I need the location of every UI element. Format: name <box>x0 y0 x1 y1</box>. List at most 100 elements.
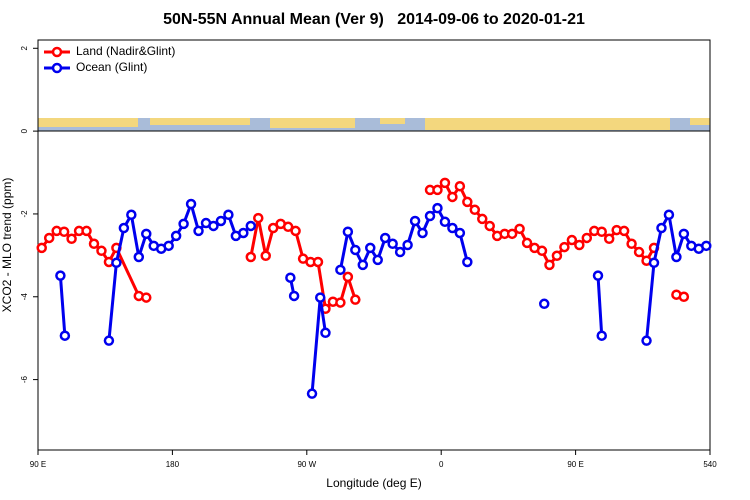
point <box>447 191 458 203</box>
point <box>215 215 227 227</box>
point <box>641 335 652 346</box>
point <box>208 220 219 232</box>
point <box>126 209 137 221</box>
point <box>288 290 300 302</box>
y-tick-label: 0 <box>20 128 29 133</box>
land-strip <box>150 118 250 125</box>
point <box>350 294 361 305</box>
map-strip <box>38 118 710 132</box>
point <box>290 225 301 237</box>
point <box>409 215 421 227</box>
point <box>141 292 152 303</box>
point <box>133 251 145 263</box>
point <box>342 226 354 237</box>
point <box>506 228 518 240</box>
point <box>663 209 675 221</box>
land-strip <box>38 118 138 127</box>
point <box>111 257 122 269</box>
point <box>402 239 413 251</box>
point <box>36 242 47 254</box>
point <box>536 245 548 257</box>
x-tick-label: 90 W <box>297 460 316 469</box>
point <box>282 221 294 233</box>
x-tick-label: 540 <box>703 460 717 469</box>
point <box>544 259 555 271</box>
point <box>260 250 271 262</box>
point <box>477 213 488 225</box>
y-tick-label: -2 <box>20 210 29 218</box>
point <box>81 225 92 237</box>
point <box>118 222 130 234</box>
point <box>596 330 607 341</box>
point <box>648 257 660 269</box>
point <box>424 210 436 222</box>
point <box>551 250 563 262</box>
point <box>447 222 458 234</box>
point <box>462 196 473 208</box>
point <box>245 251 257 263</box>
point <box>603 233 615 245</box>
land-strip <box>270 118 355 128</box>
y-tick-label: 2 <box>20 46 29 51</box>
legend-label: Ocean (Glint) <box>76 60 147 74</box>
point <box>394 246 406 258</box>
point <box>387 238 398 250</box>
point <box>439 216 451 228</box>
point <box>350 244 361 256</box>
point <box>618 225 630 237</box>
point <box>678 228 690 240</box>
land-strip <box>425 118 670 130</box>
point <box>185 198 197 210</box>
point <box>253 212 264 224</box>
point <box>633 246 645 258</box>
point <box>357 259 369 271</box>
point <box>372 254 383 266</box>
point <box>170 230 182 242</box>
point <box>193 225 204 237</box>
point <box>320 327 331 339</box>
point <box>469 204 481 216</box>
y-tick-label: -4 <box>20 293 29 301</box>
point <box>678 291 690 303</box>
point <box>574 239 585 251</box>
point <box>178 218 189 230</box>
land-strip <box>380 118 405 124</box>
point <box>267 222 279 234</box>
legend-label: Land (Nadir&Glint) <box>76 44 175 58</box>
point <box>462 256 473 268</box>
point <box>223 209 234 221</box>
point <box>626 238 637 250</box>
point <box>484 220 495 232</box>
point <box>454 227 466 239</box>
point <box>417 227 428 239</box>
series-line <box>58 199 707 394</box>
point <box>342 271 354 283</box>
x-axis-label: Longitude (deg E) <box>326 476 421 490</box>
point <box>163 240 174 252</box>
x-tick-label: 90 E <box>30 460 46 469</box>
point <box>538 298 550 310</box>
point <box>335 297 346 308</box>
y-tick-label: -6 <box>20 375 29 383</box>
land-strip <box>690 118 710 125</box>
point <box>103 335 115 346</box>
legend-marker <box>51 62 63 74</box>
x-tick-label: 90 E <box>567 460 583 469</box>
point <box>335 264 346 276</box>
chart-title: 50N-55N Annual Mean (Ver 9) 2014-09-06 t… <box>163 11 585 28</box>
point <box>596 226 607 237</box>
legend-marker <box>51 46 63 58</box>
point <box>245 220 257 232</box>
point <box>432 202 443 214</box>
point <box>559 241 570 253</box>
point <box>365 242 376 254</box>
x-tick-label: 0 <box>439 460 444 469</box>
point <box>88 238 100 250</box>
point <box>701 240 712 252</box>
point <box>141 228 152 240</box>
point <box>312 256 324 268</box>
point <box>59 330 71 341</box>
point <box>671 251 682 263</box>
point <box>439 177 451 189</box>
